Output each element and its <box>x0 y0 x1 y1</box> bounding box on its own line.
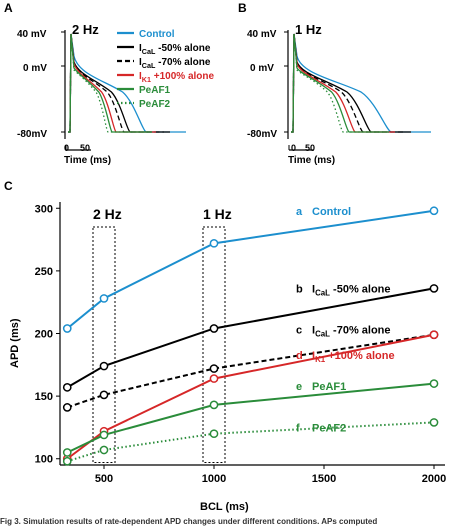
series-letter-f: f <box>296 422 300 434</box>
ap-trace-a-5 <box>68 33 148 133</box>
series-letter-d: d <box>296 350 303 362</box>
series-letter-b: b <box>296 283 303 295</box>
data-point-d <box>209 374 219 383</box>
ap-trace-b-4 <box>291 33 389 133</box>
apd-chart: 100 150 200 250 300 500 1000 1500 2000 2 Hz 1 Hz a C… <box>35 202 446 485</box>
series-label-c: ICaL -70% alone <box>312 325 391 339</box>
freq-box-label: 1 Hz <box>203 206 232 222</box>
data-point-d <box>429 330 439 340</box>
series-label-a: Control <box>312 206 351 218</box>
data-point-e <box>62 448 72 457</box>
b-t50-label: 50 <box>305 143 315 153</box>
y-axis-label: APD (ms) <box>9 318 21 368</box>
legend-label: ICaL -70% alone <box>139 57 211 70</box>
freq-box-label: 2 Hz <box>93 206 122 222</box>
data-point-b <box>429 284 439 293</box>
data-point-f <box>99 445 109 455</box>
a-v-top-label: 40 mV <box>17 29 47 40</box>
data-point-e <box>99 430 109 440</box>
panel-c-letter: C <box>4 179 13 193</box>
ap-trace-a-4 <box>68 33 152 133</box>
series-label-b: ICaL -50% alone <box>312 283 391 297</box>
series-line-f <box>66 421 435 463</box>
legend-label: IK1 +100% alone <box>139 71 215 84</box>
data-point-c <box>209 364 219 373</box>
series-label-d: IK1 +100% alone <box>312 350 395 364</box>
series-line-b <box>66 287 435 389</box>
series-letter-a: a <box>296 206 303 218</box>
legend-label: PeAF1 <box>139 85 171 96</box>
freq-box <box>92 226 116 463</box>
b-v-zero-label: 0 mV <box>250 63 274 74</box>
a-v-zero-label: 0 mV <box>23 63 47 74</box>
data-point-f <box>209 429 219 439</box>
panel-a-freq: 2 Hz <box>72 22 99 37</box>
data-point-c <box>62 403 72 412</box>
data-point-a <box>209 238 219 248</box>
legend-label: Control <box>139 29 175 40</box>
a-v-bottom-label: -80mV <box>17 129 47 140</box>
y-tick-label: 300 <box>35 203 53 215</box>
data-point-a <box>62 324 72 333</box>
panel-b-freq: 1 Hz <box>295 22 322 37</box>
x-tick-label: 500 <box>95 473 113 485</box>
ap-trace-b-0 <box>291 33 431 133</box>
series-letter-c: c <box>296 325 302 337</box>
panel-b: B 1 Hz 40 mV 0 mV -80mV 0 50 Time (ms) <box>238 1 431 166</box>
x-tick-label: 1000 <box>202 473 226 485</box>
x-tick-label: 2000 <box>422 473 446 485</box>
a-t0-label: 0 <box>64 143 69 153</box>
panel-b-letter: B <box>238 1 247 15</box>
data-point-f <box>62 456 72 466</box>
series-letter-e: e <box>296 381 302 393</box>
series-line-a <box>66 209 435 330</box>
data-point-e <box>429 379 439 388</box>
x-tick-label: 1500 <box>312 473 336 485</box>
panel-a-letter: A <box>4 1 13 15</box>
data-point-a <box>99 294 109 303</box>
b-time-label: Time (ms) <box>288 155 335 166</box>
panel-c: C 100 150 200 250 300 500 1000 1500 2000 2 Hz 1 Hz… <box>4 179 446 513</box>
y-tick-label: 200 <box>35 329 53 341</box>
b-v-top-label: 40 mV <box>247 29 277 40</box>
series-line-c <box>66 333 435 409</box>
a-t50-label: 50 <box>80 143 90 153</box>
b-t0-label: 0 <box>291 143 296 153</box>
y-tick-label: 150 <box>35 391 53 403</box>
ap-trace-b-2 <box>291 33 403 133</box>
panel-a: A 2 Hz 40 mV 0 mV -80mV 0 50 Time (ms) <box>4 1 186 166</box>
b-v-bottom-label: -80mV <box>247 129 277 140</box>
data-point-e <box>209 400 219 410</box>
series-label-e: PeAF1 <box>312 381 346 393</box>
ap-trace-b-1 <box>291 33 411 133</box>
figure-caption: Fig 3. Simulation results of rate-depend… <box>0 517 377 526</box>
data-point-a <box>429 206 439 216</box>
y-tick-label: 250 <box>35 266 53 278</box>
panel-b-traces <box>291 33 431 133</box>
y-tick-label: 100 <box>35 454 53 466</box>
legend-label: ICaL -50% alone <box>139 43 211 56</box>
data-point-b <box>99 361 109 371</box>
data-point-c <box>99 390 109 400</box>
x-axis-label: BCL (ms) <box>200 501 249 513</box>
legend-label: PeAF2 <box>139 99 171 110</box>
data-point-f <box>429 418 439 427</box>
freq-box <box>202 226 226 463</box>
series-label-f: PeAF2 <box>312 422 346 434</box>
series-line-e <box>66 382 435 454</box>
ap-trace-b-5 <box>291 33 383 133</box>
series-line-d <box>66 333 435 460</box>
data-point-b <box>209 324 219 333</box>
data-point-b <box>62 383 72 392</box>
a-time-label: Time (ms) <box>64 155 111 166</box>
